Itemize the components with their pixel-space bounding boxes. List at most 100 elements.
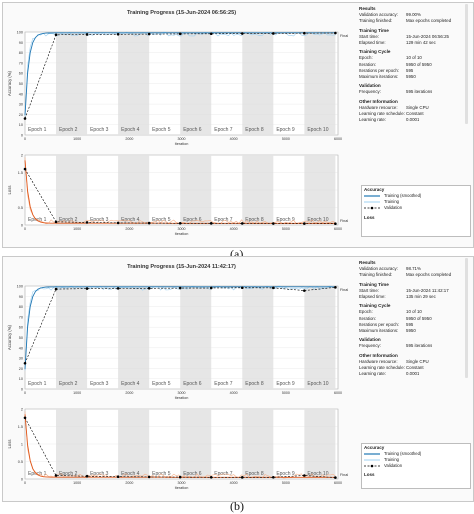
loss-xtick-label: 2000: [125, 227, 133, 231]
train-finished-value: Max epochs completed: [406, 18, 452, 24]
lr-schedule-label: Learning rate schedule:: [359, 111, 405, 117]
final-label-accuracy: Final: [340, 34, 348, 38]
loss-xtick-label: 2000: [125, 481, 133, 485]
legend-a: Accuracy Training (smoothed) Training Va…: [361, 185, 471, 237]
validation-heading: Validation: [359, 83, 381, 89]
training-swatch: [364, 459, 380, 461]
loss-xlabel: Iteration: [175, 486, 189, 490]
validation-accuracy-point: [272, 32, 275, 35]
acc-ytick-label: 10: [19, 377, 23, 381]
validation-loss-point: [23, 167, 27, 171]
loss-xtick-label: 4000: [230, 481, 238, 485]
results-heading: Results: [359, 6, 376, 11]
final-label-loss: Final: [340, 473, 348, 477]
sidebar-scrollbar[interactable]: [465, 258, 468, 378]
legend-smoothed: Training (smoothed): [384, 192, 422, 198]
validation-loss-point: [54, 474, 58, 477]
epoch-label: Epoch 5: [152, 381, 171, 387]
acc-ytick-label: 30: [19, 357, 23, 361]
epoch-label: Epoch 4: [121, 471, 140, 477]
validation-loss-point: [116, 475, 120, 479]
epoch-label: Epoch 1: [28, 381, 47, 387]
legend-training: Training: [384, 198, 399, 204]
legend-smoothed: Training (smoothed): [384, 450, 422, 456]
loss-ytick-label: 0.5: [18, 460, 23, 464]
acc-xtick-label: 3000: [178, 391, 186, 395]
acc-ytick-label: 0: [21, 134, 23, 138]
validation-accuracy-point: [303, 289, 306, 292]
validation-heading: Validation: [359, 337, 381, 343]
loss-ytick-label: 1: [21, 189, 23, 193]
sidebar-scrollbar[interactable]: [465, 4, 468, 124]
epoch-label: Epoch 2: [59, 471, 78, 477]
acc-ytick-label: 60: [19, 326, 23, 330]
max-iter-label: Maximum iterations:: [359, 74, 399, 80]
loss-xtick-label: 0: [24, 481, 26, 485]
epoch-label: Epoch 9: [276, 381, 295, 387]
validation-accuracy-point: [116, 287, 120, 290]
loss-xtick-label: 1000: [73, 227, 81, 231]
validation-accuracy-point: [178, 286, 182, 290]
acc-xtick-label: 6000: [334, 137, 342, 141]
validation-accuracy-point: [334, 31, 337, 35]
epoch-label: Epoch 9: [276, 217, 295, 223]
epoch-label: Epoch 7: [214, 127, 233, 133]
acc-ytick-label: 40: [19, 346, 23, 350]
legend-loss-heading: Loss: [364, 471, 375, 477]
validation-loss-point: [116, 221, 120, 225]
loss-xtick-label: 0: [24, 227, 26, 231]
validation-accuracy-point: [23, 361, 27, 365]
acc-ytick-label: 100: [17, 285, 23, 289]
epoch-label: Epoch 5: [152, 471, 171, 477]
epoch-label: Epoch 2: [59, 381, 78, 387]
final-label-accuracy: Final: [340, 288, 348, 292]
acc-xtick-label: 0: [24, 137, 26, 141]
iter-per-epoch-label: Iterations per epoch:: [359, 321, 400, 327]
acc-ytick-label: 10: [19, 123, 23, 127]
acc-xtick-label: 6000: [334, 391, 342, 395]
validation-accuracy-point: [272, 286, 275, 290]
validation-accuracy-point: [303, 31, 306, 35]
validation-loss-point: [209, 475, 213, 479]
validation-accuracy-point: [85, 33, 89, 36]
loss-ylabel: Loss: [7, 186, 12, 195]
train-finished-label: Training finished:: [359, 272, 393, 278]
epoch-label: Epoch 9: [276, 127, 295, 133]
iteration-value: 5950 of 5950: [406, 315, 432, 321]
validation-loss-point: [240, 222, 244, 225]
validation-loss-point: [178, 475, 182, 479]
chart-title: Training Progress (15-Jun-2024 11:42:17): [127, 264, 236, 270]
validation-accuracy-point: [54, 287, 58, 291]
validation-accuracy-point: [178, 32, 182, 36]
lr-schedule-label: Learning rate schedule:: [359, 365, 405, 371]
loss-xtick-label: 4000: [230, 227, 238, 231]
acc-xtick-label: 2000: [125, 391, 133, 395]
epoch-label: Epoch 6: [183, 381, 202, 387]
validation-loss-point: [240, 476, 244, 479]
training-progress-window-b: Training Progress (15-Jun-2024 11:42:17)…: [2, 256, 474, 502]
frequency-value: 595 iterations: [406, 89, 433, 95]
acc-xtick-label: 2000: [125, 137, 133, 141]
iteration-label: Iteration:: [359, 61, 377, 67]
chart-title: Training Progress (15-Jun-2024 06:56:25): [127, 10, 236, 16]
lr-schedule-value: Constant: [406, 365, 424, 371]
epoch-label: Epoch 1: [28, 127, 47, 133]
validation-accuracy-point: [147, 32, 151, 36]
results-heading: Results: [359, 260, 376, 265]
acc-ytick-label: 80: [19, 305, 23, 309]
training-swatch: [364, 201, 380, 203]
validation-loss-point: [147, 475, 151, 479]
validation-accuracy-point: [209, 286, 213, 290]
validation-accuracy-line: [24, 32, 336, 119]
acc-xlabel: Iteration: [175, 396, 189, 400]
epoch-label: Epoch 8: [245, 217, 264, 223]
hardware-label: Hardware resource:: [359, 358, 398, 364]
epoch-value: 10 of 10: [406, 55, 422, 61]
iteration-label: Iteration:: [359, 315, 377, 321]
acc-ytick-label: 100: [17, 31, 23, 35]
epoch-label: Epoch 3: [90, 127, 109, 133]
loss-xtick-label: 3000: [178, 481, 186, 485]
loss-xtick-label: 6000: [334, 227, 342, 231]
validation-swatch: [364, 464, 380, 467]
epoch-label: Epoch 5: [152, 217, 171, 223]
